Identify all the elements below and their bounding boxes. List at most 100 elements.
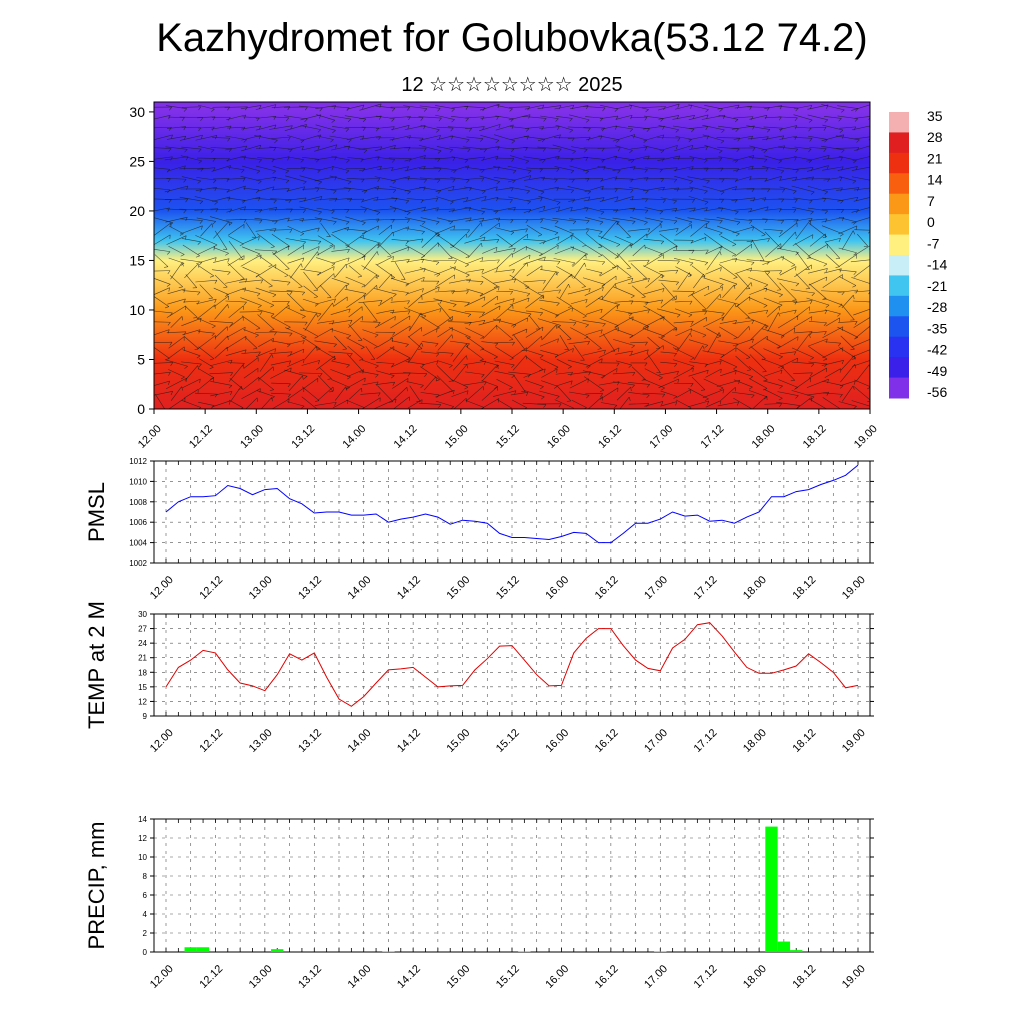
- wind-barb-flag: [586, 395, 590, 399]
- wind-barb: [198, 368, 215, 378]
- wind-barb: [420, 217, 440, 223]
- wind-barb: [825, 254, 840, 267]
- wind-barb-flag: [543, 280, 546, 284]
- wind-barb: [435, 400, 454, 407]
- wind-barb: [300, 114, 321, 121]
- wind-barb-flag: [616, 244, 621, 247]
- wind-barb: [391, 340, 409, 345]
- wind-barb: [209, 372, 233, 375]
- wind-barb: [585, 329, 603, 336]
- wind-barb: [807, 244, 828, 257]
- wind-barb: [259, 354, 273, 372]
- wind-barb: [418, 299, 442, 304]
- wind-barb-flag: [645, 109, 649, 113]
- wind-barb-flag: [435, 343, 439, 347]
- wind-barb-flag: [661, 335, 665, 339]
- wind-barb: [239, 218, 263, 221]
- wind-barb-flag: [227, 304, 229, 309]
- wind-barb: [752, 395, 767, 409]
- wind-barb: [598, 135, 620, 141]
- wind-barb: [823, 297, 843, 306]
- wind-barb: [792, 176, 814, 181]
- wind-barb: [791, 185, 815, 193]
- wind-barb-flag: [824, 139, 828, 143]
- wind-barb-flag: [558, 148, 562, 153]
- wind-barb: [299, 196, 323, 203]
- wind-barb-flag: [641, 296, 646, 299]
- wind-barb-flag: [484, 196, 487, 201]
- wind-barb: [270, 367, 292, 379]
- wind-barb: [854, 136, 870, 140]
- y-tick-label: 1008: [129, 498, 147, 507]
- y-tick-label: 1012: [129, 457, 147, 466]
- wind-barb-flag: [602, 323, 606, 327]
- wind-barb: [464, 319, 485, 325]
- wind-barb: [196, 298, 217, 305]
- wind-barb-flag: [824, 119, 829, 123]
- wind-barb-flag: [558, 206, 561, 211]
- wind-barb: [808, 361, 828, 365]
- wind-barb-flag: [795, 283, 800, 287]
- wind-barb-flag: [835, 266, 840, 268]
- wind-barb: [719, 186, 737, 192]
- wind-barb: [523, 239, 546, 242]
- wind-barb: [404, 217, 426, 223]
- wind-barb-flag: [808, 334, 811, 339]
- wind-barb-flag: [465, 118, 469, 122]
- wind-barb-flag: [257, 305, 262, 308]
- wind-barb: [269, 125, 293, 130]
- wind-barb: [329, 198, 352, 201]
- wind-barb: [362, 329, 379, 336]
- wind-barb-flag: [243, 301, 247, 306]
- wind-barb-flag: [629, 313, 633, 317]
- wind-barb: [284, 115, 308, 120]
- wind-barb-flag: [318, 211, 322, 215]
- wind-barb: [449, 244, 470, 257]
- wind-barb-flag: [201, 225, 203, 230]
- wind-barb-flag: [481, 169, 485, 173]
- wind-barb-flag: [557, 261, 561, 265]
- wind-barb: [465, 166, 485, 171]
- wind-barb: [287, 401, 305, 407]
- wind-barb-flag: [345, 170, 350, 174]
- wind-barb: [330, 328, 351, 336]
- wind-barb: [225, 349, 247, 356]
- wind-barb-flag: [586, 207, 589, 212]
- wind-barb: [194, 392, 218, 395]
- wind-barb: [361, 126, 379, 129]
- wind-barb-flag: [707, 400, 710, 405]
- wind-barb: [318, 328, 333, 337]
- colorbar-label: -35: [927, 320, 947, 336]
- wind-barb: [675, 217, 692, 223]
- wind-barb-flag: [853, 160, 857, 164]
- wind-barb-flag: [538, 253, 543, 257]
- wind-barb: [285, 197, 307, 201]
- wind-barb-flag: [824, 210, 828, 214]
- wind-barb-flag: [585, 119, 590, 123]
- wind-barb-flag: [555, 271, 558, 276]
- wind-barb: [166, 208, 187, 211]
- wind-barb: [213, 221, 230, 239]
- wind-barb: [570, 146, 588, 150]
- wind-barb: [495, 346, 514, 359]
- wind-barb-flag: [347, 257, 350, 262]
- wind-barb-flag: [687, 274, 692, 278]
- wind-barb-flag: [751, 394, 755, 399]
- wind-barb: [419, 157, 441, 159]
- wind-barb: [570, 327, 589, 338]
- wind-barb-flag: [735, 258, 738, 263]
- wind-barb-flag: [362, 118, 367, 123]
- wind-barb: [791, 361, 814, 365]
- wind-barb-flag: [660, 150, 665, 154]
- wind-barb-flag: [376, 218, 380, 223]
- wind-barb: [242, 187, 259, 191]
- wind-barb-flag: [735, 128, 739, 133]
- wind-barb-flag: [167, 178, 171, 183]
- wind-barb: [405, 361, 425, 365]
- wind-barb: [408, 327, 422, 338]
- wind-barb-flag: [346, 364, 350, 368]
- wind-barb: [168, 397, 186, 409]
- wind-barb: [374, 187, 396, 191]
- wind-barb-flag: [466, 290, 469, 295]
- wind-barb: [272, 188, 290, 190]
